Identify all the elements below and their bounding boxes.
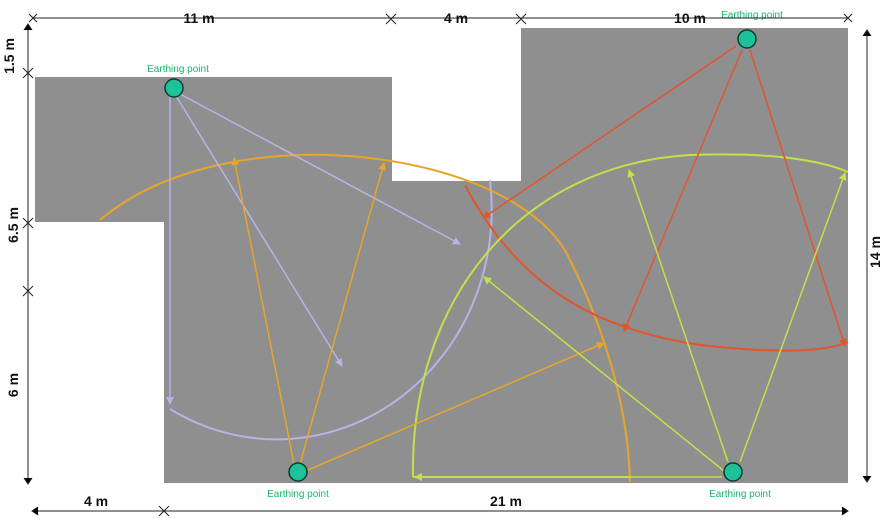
red-arrow-left (482, 45, 737, 219)
orange-arrow-left (231, 157, 295, 465)
lavender-arrows (166, 93, 461, 405)
red-arrows (482, 45, 847, 347)
red-arrow-right (749, 49, 847, 347)
orange-arrow-up (299, 162, 386, 465)
lime-arrows (414, 169, 847, 481)
earthing-point-bottom-right: Earthing point (709, 462, 771, 500)
lavender-arrow-diagonal (175, 95, 343, 367)
bottom-dimension-line (31, 505, 849, 517)
lime-arrow-up (627, 169, 729, 463)
dimension-left-middle: 6.5 m (5, 207, 21, 243)
left-dimension-line (22, 23, 34, 485)
dimension-top-middle: 4 m (444, 10, 468, 26)
dimension-left-bottom: 6 m (5, 373, 21, 397)
earthing-point-bottom-left: Earthing point (267, 462, 329, 500)
red-protection-arc (464, 184, 849, 352)
top-dimension-line (28, 13, 853, 25)
lavender-protection-arc (169, 179, 493, 441)
earthing-point-label: Earthing point (721, 10, 783, 21)
dimension-bottom-right: 21 m (490, 493, 522, 509)
dimension-right: 14 m (867, 236, 883, 268)
earthing-point-label: Earthing point (709, 489, 771, 500)
dimension-top-right: 10 m (674, 10, 706, 26)
earthing-point-label: Earthing point (267, 489, 329, 500)
lavender-arrow-right (179, 93, 461, 245)
lime-arrow-right (739, 172, 847, 463)
orange-arrows (231, 157, 605, 471)
earthing-point-top-left: Earthing point (147, 64, 209, 98)
dimension-left-top: 1.5 m (1, 38, 17, 74)
earthing-point-label: Earthing point (147, 64, 209, 75)
right-dimension-line (862, 29, 872, 483)
roof-area (35, 28, 848, 483)
red-arrow-down (623, 49, 743, 332)
dimension-top-left: 11 m (183, 10, 214, 26)
earthing-point-top-right: Earthing point (721, 10, 783, 49)
lime-arrow-left (483, 276, 725, 472)
orange-arrow-right (307, 342, 605, 471)
lime-protection-arc (411, 153, 849, 478)
dimension-bottom-left: 4 m (84, 493, 108, 509)
